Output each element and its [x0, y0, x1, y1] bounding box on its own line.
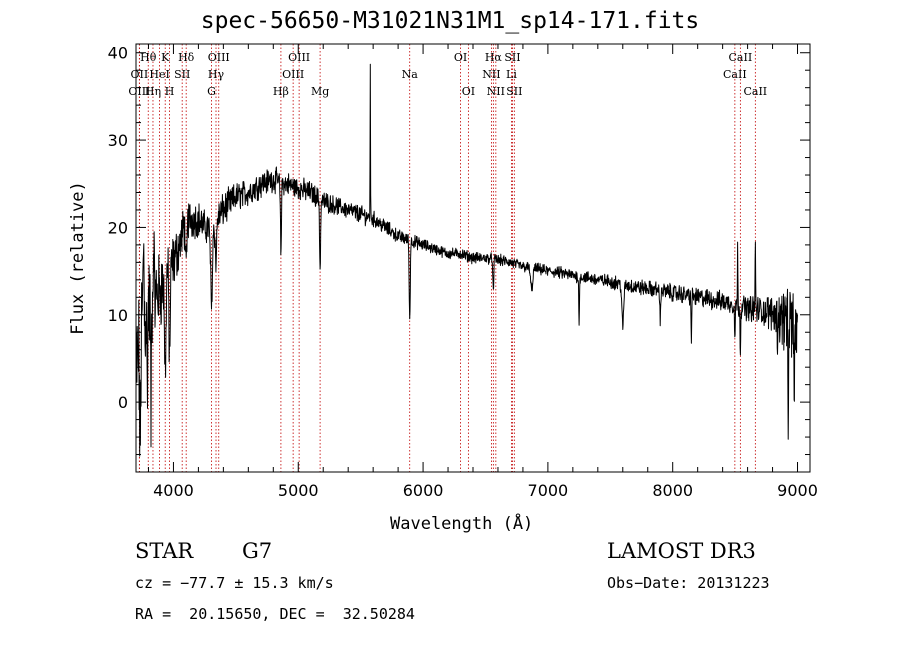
- y-tick-label: 10: [108, 306, 128, 325]
- line-label: NII: [482, 68, 500, 81]
- spectrum: [135, 63, 798, 457]
- line-label: OIII: [208, 51, 230, 64]
- line-label: CaII: [729, 51, 753, 64]
- line-label: Hα: [485, 51, 503, 64]
- line-label: SII: [504, 51, 520, 64]
- observation-date: Obs−Date: 20131223: [607, 574, 770, 592]
- y-tick-label: 20: [108, 218, 128, 237]
- line-label: NII: [487, 85, 505, 98]
- redshift-velocity: cz = −77.7 ± 15.3 km/s: [135, 574, 334, 592]
- line-markers: [138, 44, 756, 472]
- x-tick-label: 6000: [403, 481, 444, 500]
- x-axis-label: Wavelength (Å): [390, 512, 533, 534]
- y-tick-label: 40: [108, 44, 128, 63]
- line-label: Mg: [311, 85, 329, 98]
- line-label: OIII: [128, 85, 150, 98]
- line-label: Hη: [145, 85, 161, 98]
- line-label: Hδ: [178, 51, 195, 64]
- line-label: OI: [462, 85, 475, 98]
- line-label: SII: [174, 68, 190, 81]
- x-tick-label: 5000: [278, 481, 319, 500]
- coordinates: RA = 20.15650, DEC = 32.50284: [135, 605, 415, 623]
- line-label: K: [161, 51, 170, 64]
- axis-ticks: 4000 5000 6000 7000 8000 9000 0 10 20 30 40: [108, 44, 818, 500]
- subclass: G7: [242, 539, 273, 563]
- y-tick-label: 0: [118, 393, 128, 412]
- y-tick-label: 30: [108, 131, 128, 150]
- line-label: Hθ: [140, 51, 157, 64]
- x-tick-label: 8000: [652, 481, 693, 500]
- line-label: OIII: [288, 51, 310, 64]
- line-label: Hβ: [273, 85, 289, 98]
- y-axis-label: Flux (relative): [68, 181, 88, 335]
- line-label: CaII: [743, 85, 767, 98]
- line-label: OII: [131, 68, 149, 81]
- spectrum-line: [135, 63, 798, 457]
- line-label: SII: [506, 85, 522, 98]
- line-label: G: [207, 85, 216, 98]
- line-label: CaII: [723, 68, 747, 81]
- object-class: STAR: [135, 539, 194, 563]
- line-label: Hγ: [208, 68, 225, 81]
- line-label: OI: [454, 51, 467, 64]
- line-label: HeI: [149, 68, 169, 81]
- x-tick-label: 9000: [777, 481, 818, 500]
- chart-title: spec-56650-M31021N31M1_sp14-171.fits: [200, 8, 700, 34]
- x-tick-label: 4000: [153, 481, 194, 500]
- line-label: Li: [506, 68, 517, 81]
- x-tick-label: 7000: [528, 481, 569, 500]
- line-label: H: [165, 85, 175, 98]
- survey-name: LAMOST DR3: [607, 539, 756, 563]
- line-label: Na: [402, 68, 419, 81]
- line-label: OIII: [282, 68, 304, 81]
